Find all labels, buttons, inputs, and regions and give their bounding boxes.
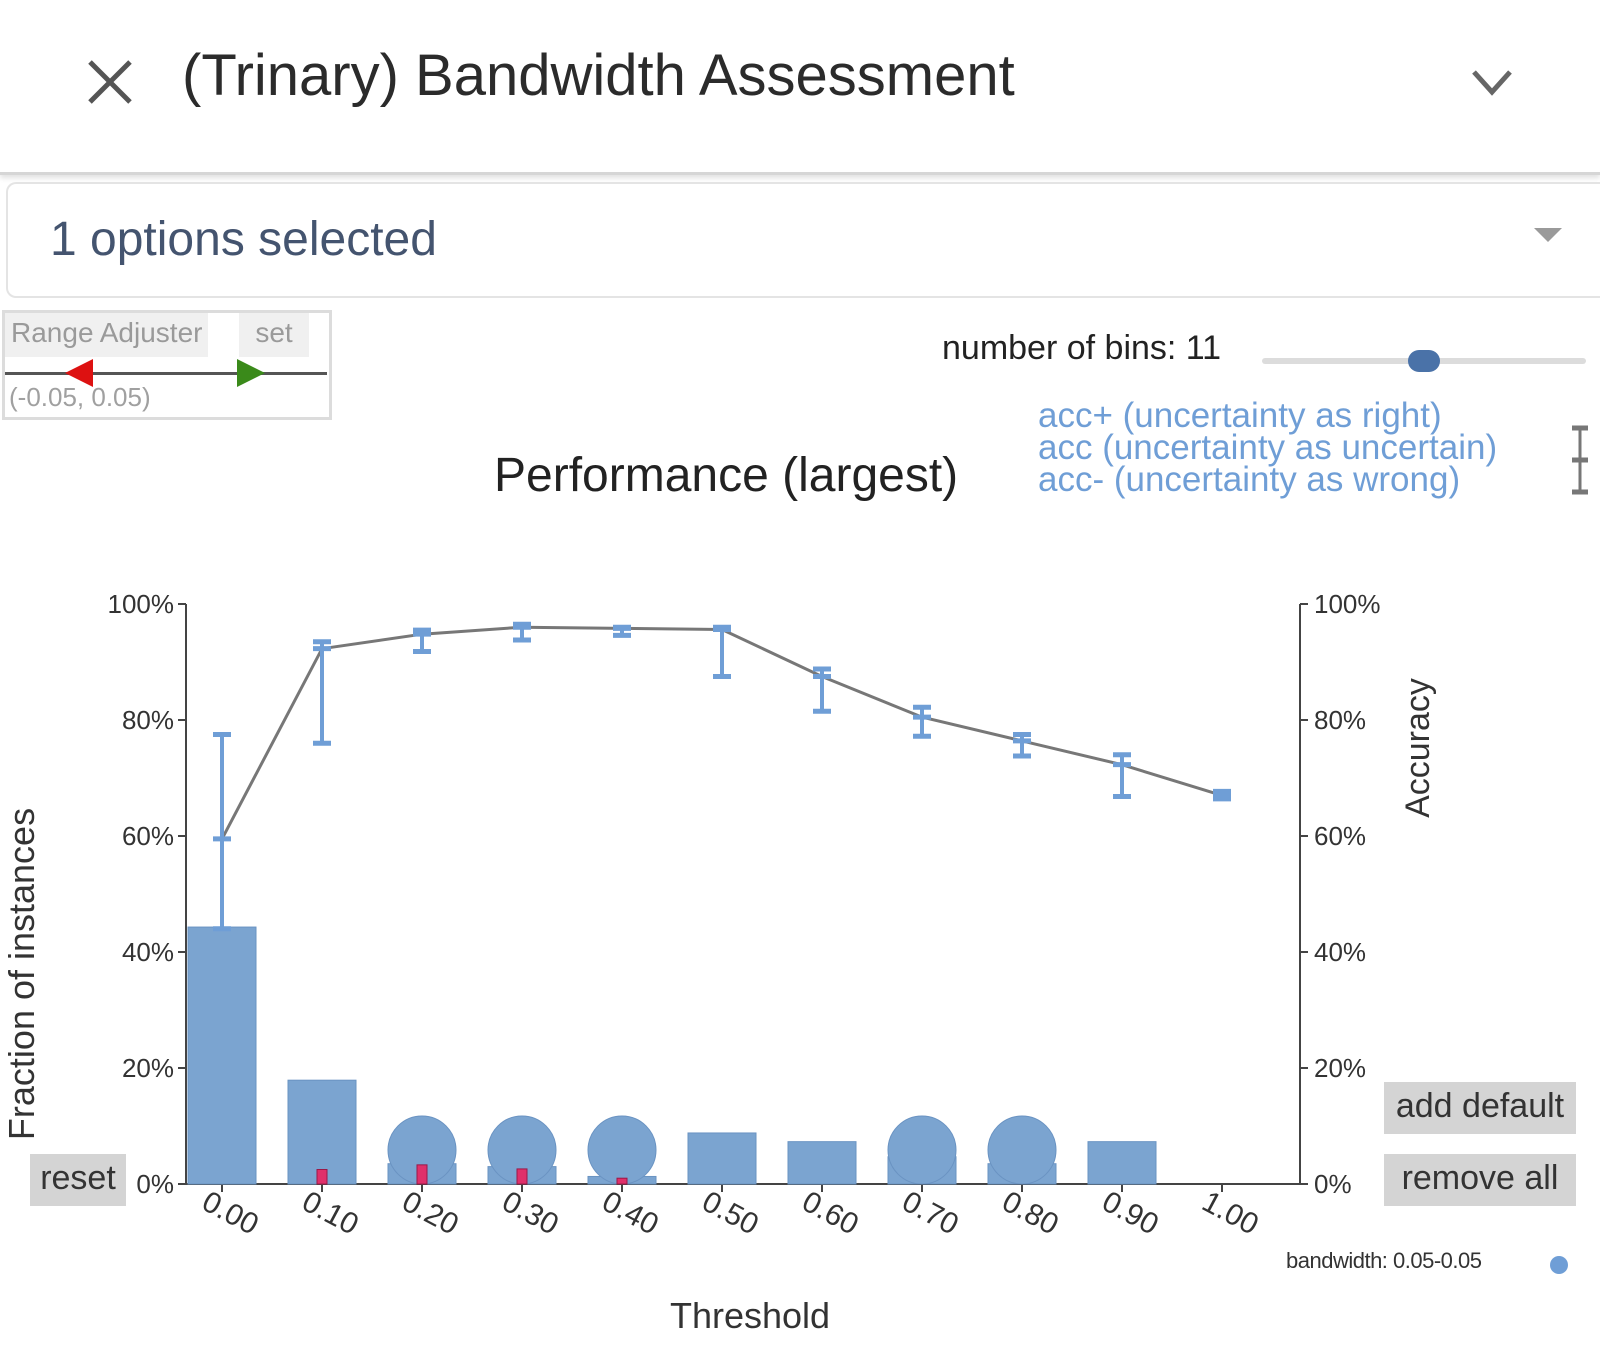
y2-tick-label: 0% xyxy=(1314,1169,1352,1199)
errorbar-legend-icon xyxy=(1568,424,1592,496)
histogram-bar xyxy=(687,1132,757,1185)
bin-circle xyxy=(987,1115,1057,1185)
y2-tick-label: 40% xyxy=(1314,937,1366,967)
bins-slider-thumb[interactable] xyxy=(1408,350,1440,372)
legend-acc-minus[interactable]: acc- (uncertainty as wrong) xyxy=(1038,460,1461,499)
reset-button[interactable]: reset xyxy=(30,1154,126,1206)
range-value: (-0.05, 0.05) xyxy=(9,382,151,412)
x-tick-label: 0.30 xyxy=(497,1185,564,1242)
uncertain-bar xyxy=(516,1168,528,1185)
chart-title: Performance (largest) xyxy=(494,449,959,502)
x-tick-label: 0.50 xyxy=(697,1185,764,1242)
y2-axis-label: Accuracy xyxy=(1399,678,1437,818)
x-tick-label: 0.00 xyxy=(197,1185,264,1242)
y-tick-label: 20% xyxy=(122,1053,174,1083)
range-adjuster: Range Adjuster set (-0.05, 0.05) xyxy=(2,310,332,420)
range-set-button[interactable]: set xyxy=(239,313,309,357)
histogram-bar xyxy=(1087,1141,1157,1185)
x-tick-label: 0.60 xyxy=(797,1185,864,1242)
add-default-button[interactable]: add default xyxy=(1384,1082,1576,1134)
panel-title: (Trinary) Bandwidth Assessment xyxy=(182,43,1015,108)
chart-errorbars xyxy=(213,621,1231,932)
uncertain-bar xyxy=(416,1164,428,1185)
chart-markers xyxy=(316,1164,628,1185)
remove-all-button[interactable]: remove all xyxy=(1384,1154,1576,1206)
histogram-bar xyxy=(187,926,257,1185)
histogram-bar xyxy=(287,1079,357,1185)
y-tick-label: 0% xyxy=(136,1169,174,1199)
y2-tick-label: 80% xyxy=(1314,705,1366,735)
range-right-handle[interactable] xyxy=(237,359,265,387)
y2-tick-label: 100% xyxy=(1314,589,1381,619)
x-axis-label: Threshold xyxy=(669,1295,831,1336)
y2-tick-label: 60% xyxy=(1314,821,1366,851)
uncertain-bar xyxy=(316,1169,328,1185)
bandwidth-dot[interactable] xyxy=(1550,1256,1568,1274)
range-left-handle[interactable] xyxy=(65,359,93,387)
options-select-value: 1 options selected xyxy=(50,213,437,266)
bins-label: number of bins: 11 xyxy=(942,329,1222,367)
chevron-down-icon[interactable] xyxy=(1470,64,1514,100)
x-tick-label: 0.80 xyxy=(997,1185,1064,1242)
options-select[interactable]: 1 options selected xyxy=(6,182,1600,298)
range-adjuster-label: Range Adjuster xyxy=(5,313,209,357)
y2-tick-label: 20% xyxy=(1314,1053,1366,1083)
caret-down-icon[interactable] xyxy=(1534,228,1562,242)
bin-circle xyxy=(587,1115,657,1185)
y-tick-label: 100% xyxy=(108,589,175,619)
range-track[interactable] xyxy=(5,372,327,375)
y-tick-label: 60% xyxy=(122,821,174,851)
bandwidth-label: bandwidth: 0.05-0.05 xyxy=(1286,1248,1482,1273)
y-axis-label: Fraction of instances xyxy=(1,807,42,1141)
close-icon[interactable] xyxy=(84,56,136,108)
panel-header: (Trinary) Bandwidth Assessment xyxy=(0,0,1600,175)
y-tick-label: 40% xyxy=(122,937,174,967)
x-tick-label: 1.00 xyxy=(1197,1185,1264,1242)
bin-circle xyxy=(887,1115,957,1185)
x-tick-label: 0.40 xyxy=(597,1185,664,1242)
x-tick-label: 0.10 xyxy=(297,1185,364,1242)
legend-acc-plus[interactable]: acc+ (uncertainty as right) xyxy=(1038,396,1442,435)
legend-acc[interactable]: acc (uncertainty as uncertain) xyxy=(1038,428,1498,467)
histogram-bar xyxy=(787,1141,857,1185)
x-tick-label: 0.70 xyxy=(897,1185,964,1242)
x-tick-label: 0.90 xyxy=(1097,1185,1164,1242)
y-tick-label: 80% xyxy=(122,705,174,735)
x-tick-label: 0.20 xyxy=(397,1185,464,1242)
uncertain-bar xyxy=(616,1177,628,1185)
bins-slider[interactable] xyxy=(1262,350,1586,372)
chart-circles xyxy=(387,1115,1057,1185)
